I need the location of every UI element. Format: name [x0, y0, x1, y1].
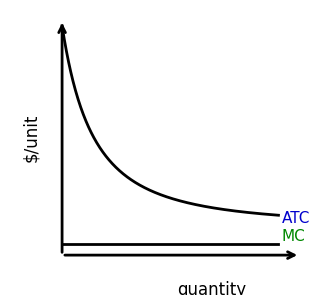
Text: MC: MC	[281, 229, 305, 244]
Text: $/unit: $/unit	[22, 113, 40, 162]
Text: ATC: ATC	[281, 211, 310, 226]
Text: quantity: quantity	[177, 281, 247, 295]
